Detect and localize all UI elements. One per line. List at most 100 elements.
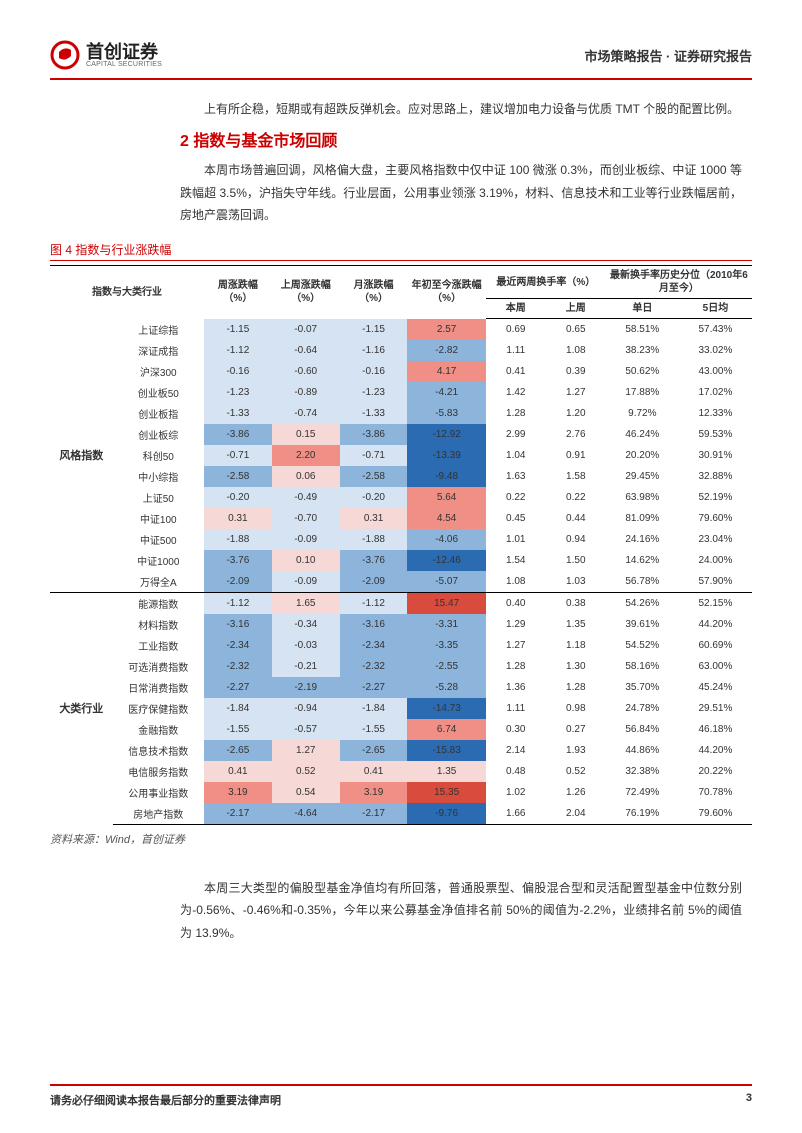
data-cell: -0.71 — [340, 445, 408, 466]
data-cell: 1.18 — [546, 635, 606, 656]
table-row: 工业指数-2.34-0.03-2.34-3.351.271.1854.52%60… — [50, 635, 752, 656]
data-cell: 0.69 — [486, 319, 546, 340]
row-name: 可选消费指数 — [113, 656, 204, 677]
data-cell: -0.03 — [272, 635, 340, 656]
logo: 首创证券 CAPITAL SECURITIES — [50, 40, 162, 70]
data-cell: 1.27 — [486, 635, 546, 656]
data-cell: -2.17 — [204, 803, 272, 825]
data-cell: 0.45 — [486, 508, 546, 529]
table-row: 中证1000.31-0.700.314.540.450.4481.09%79.6… — [50, 508, 752, 529]
table-row: 房地产指数-2.17-4.64-2.17-9.761.662.0476.19%7… — [50, 803, 752, 825]
footer-disclaimer: 请务必仔细阅读本报告最后部分的重要法律声明 — [50, 1092, 281, 1108]
data-cell: -2.17 — [340, 803, 408, 825]
data-cell: 1.65 — [272, 592, 340, 614]
data-cell: 57.90% — [679, 571, 752, 593]
data-cell: 1.28 — [486, 656, 546, 677]
data-cell: -1.55 — [340, 719, 408, 740]
data-cell: 56.78% — [606, 571, 679, 593]
data-cell: 1.11 — [486, 340, 546, 361]
data-cell: 60.69% — [679, 635, 752, 656]
data-cell: 1.42 — [486, 382, 546, 403]
table-row: 创业板50-1.23-0.89-1.23-4.211.421.2717.88%1… — [50, 382, 752, 403]
data-cell: -0.74 — [272, 403, 340, 424]
th-week-chg: 周涨跌幅（%） — [204, 266, 272, 319]
group-label: 大类行业 — [50, 592, 113, 824]
intro-paragraph: 上有所企稳，短期或有超跌反弹机会。应对思路上，建议增加电力设备与优质 TMT 个… — [180, 98, 742, 121]
data-cell: -2.27 — [204, 677, 272, 698]
data-cell: 2.57 — [407, 319, 485, 340]
th-lastweek: 上周 — [546, 299, 606, 319]
th-thisweek: 本周 — [486, 299, 546, 319]
table-row: 中小综指-2.580.06-2.58-9.481.631.5829.45%32.… — [50, 466, 752, 487]
data-cell: 63.98% — [606, 487, 679, 508]
data-cell: 24.78% — [606, 698, 679, 719]
table-row: 信息技术指数-2.651.27-2.65-15.832.141.9344.86%… — [50, 740, 752, 761]
data-cell: 4.54 — [407, 508, 485, 529]
data-cell: 46.24% — [606, 424, 679, 445]
data-cell: -0.71 — [204, 445, 272, 466]
data-cell: 0.44 — [546, 508, 606, 529]
data-cell: -1.12 — [204, 592, 272, 614]
data-cell: 1.28 — [486, 403, 546, 424]
data-cell: 1.54 — [486, 550, 546, 571]
data-cell: -2.27 — [340, 677, 408, 698]
page-number: 3 — [746, 1092, 752, 1108]
row-name: 信息技术指数 — [113, 740, 204, 761]
data-cell: -14.73 — [407, 698, 485, 719]
row-name: 中证100 — [113, 508, 204, 529]
data-cell: -1.33 — [204, 403, 272, 424]
row-name: 万得全A — [113, 571, 204, 593]
data-cell: 0.41 — [204, 761, 272, 782]
data-cell: -1.88 — [340, 529, 408, 550]
figure-4-caption: 图 4 指数与行业涨跌幅 — [50, 241, 752, 261]
data-cell: -2.65 — [340, 740, 408, 761]
data-cell: -3.76 — [204, 550, 272, 571]
data-cell: 44.86% — [606, 740, 679, 761]
data-cell: -1.23 — [204, 382, 272, 403]
table-row: 大类行业能源指数-1.121.65-1.1215.470.400.3854.26… — [50, 592, 752, 614]
data-cell: -1.33 — [340, 403, 408, 424]
data-cell: 1.29 — [486, 614, 546, 635]
data-cell: -1.15 — [204, 319, 272, 340]
data-cell: 1.26 — [546, 782, 606, 803]
data-cell: 1.03 — [546, 571, 606, 593]
data-cell: -3.86 — [340, 424, 408, 445]
data-cell: -2.58 — [204, 466, 272, 487]
data-cell: 50.62% — [606, 361, 679, 382]
data-cell: 5.64 — [407, 487, 485, 508]
data-cell: -4.64 — [272, 803, 340, 825]
data-cell: 0.06 — [272, 466, 340, 487]
data-cell: -1.15 — [340, 319, 408, 340]
data-cell: 1.66 — [486, 803, 546, 825]
row-name: 能源指数 — [113, 592, 204, 614]
data-cell: 0.15 — [272, 424, 340, 445]
table-row: 材料指数-3.16-0.34-3.16-3.311.291.3539.61%44… — [50, 614, 752, 635]
data-cell: 17.88% — [606, 382, 679, 403]
data-cell: 1.28 — [546, 677, 606, 698]
data-cell: -1.55 — [204, 719, 272, 740]
data-cell: -1.88 — [204, 529, 272, 550]
data-cell: -12.92 — [407, 424, 485, 445]
row-name: 工业指数 — [113, 635, 204, 656]
data-cell: 0.31 — [204, 508, 272, 529]
data-cell: 52.15% — [679, 592, 752, 614]
data-cell: 57.43% — [679, 319, 752, 340]
row-name: 中证1000 — [113, 550, 204, 571]
data-cell: -1.23 — [340, 382, 408, 403]
data-cell: -9.76 — [407, 803, 485, 825]
data-cell: -0.09 — [272, 529, 340, 550]
data-cell: -2.34 — [340, 635, 408, 656]
th-lastweek-chg: 上周涨跌幅（%） — [272, 266, 340, 319]
data-cell: 20.20% — [606, 445, 679, 466]
data-cell: -0.70 — [272, 508, 340, 529]
data-cell: -13.39 — [407, 445, 485, 466]
data-cell: -3.35 — [407, 635, 485, 656]
row-name: 上证综指 — [113, 319, 204, 340]
row-name: 创业板指 — [113, 403, 204, 424]
row-name: 上证50 — [113, 487, 204, 508]
data-cell: -2.19 — [272, 677, 340, 698]
data-cell: -1.84 — [340, 698, 408, 719]
data-cell: 0.94 — [546, 529, 606, 550]
data-cell: 1.08 — [546, 340, 606, 361]
data-cell: -2.65 — [204, 740, 272, 761]
